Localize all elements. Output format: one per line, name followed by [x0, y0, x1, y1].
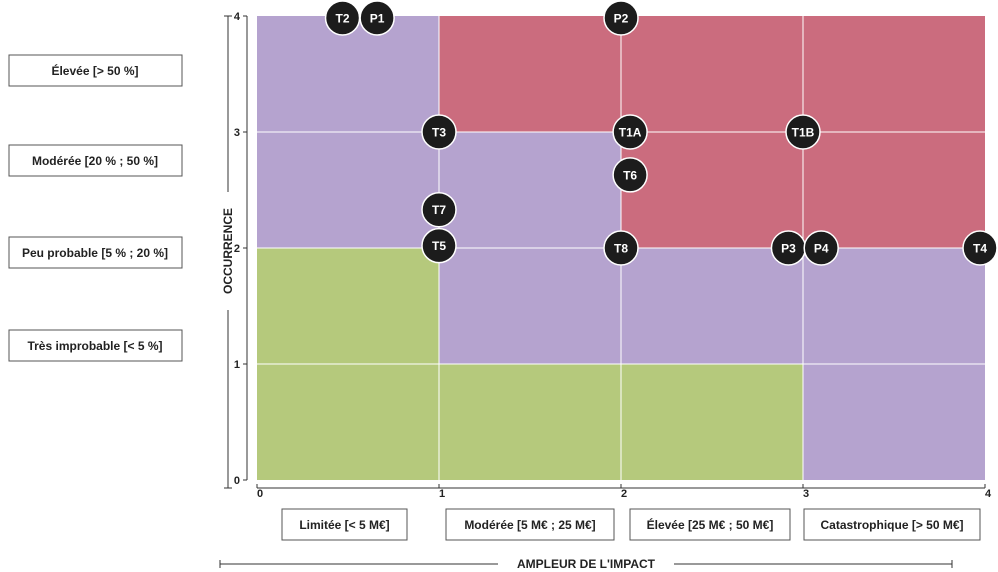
risk-point-t5: T5 — [422, 229, 456, 263]
risk-point-t8: T8 — [604, 231, 638, 265]
x-tick-label-3: 3 — [803, 488, 809, 500]
risk-point-t4: T4 — [963, 231, 997, 265]
risk-point-p3: P3 — [771, 231, 805, 265]
zone-red-1 — [439, 16, 985, 132]
y-axis-title: OCCURRENCE — [221, 208, 235, 294]
zone-green-4 — [257, 248, 439, 364]
risk-point-t1a: T1A — [613, 115, 647, 149]
risk-point-t3: T3 — [422, 115, 456, 149]
risk-point-t2: T2 — [326, 1, 360, 35]
risk-point-t7: T7 — [422, 193, 456, 227]
y-tick-label-1: 1 — [234, 359, 240, 371]
x-tick-labels: 0 1 2 3 4 — [257, 488, 992, 500]
x-category-label-3: Catastrophique [> 50 M€] — [820, 518, 963, 532]
x-tick-label-2: 2 — [621, 488, 627, 500]
risk-point-t1b: T1B — [786, 115, 820, 149]
risk-point-label-t2: T2 — [336, 12, 350, 26]
risk-point-p1: P1 — [360, 1, 394, 35]
y-tick-label-0: 0 — [234, 475, 240, 487]
zone-purple-7 — [803, 364, 985, 480]
y-category-label-1: Modérée [20 % ; 50 %] — [32, 154, 158, 168]
risk-point-label-t6: T6 — [623, 168, 637, 182]
risk-point-label-t7: T7 — [432, 203, 446, 217]
x-axis-title: AMPLEUR DE L'IMPACT — [517, 557, 656, 571]
x-tick-label-1: 1 — [439, 488, 445, 500]
y-tick-label-3: 3 — [234, 127, 240, 139]
y-category-label-3: Très improbable [< 5 %] — [27, 339, 162, 353]
risk-point-p2: P2 — [604, 1, 638, 35]
y-category-boxes: Élevée [> 50 %] Modérée [20 % ; 50 %] Peu … — [9, 55, 182, 361]
risk-point-label-t3: T3 — [432, 126, 446, 140]
y-tick-label-4: 4 — [234, 11, 241, 23]
zone-green-6 — [257, 364, 803, 480]
risk-point-label-t1b: T1B — [792, 126, 815, 140]
risk-point-label-t1a: T1A — [619, 126, 642, 140]
y-category-label-2: Peu probable [5 % ; 20 %] — [22, 246, 168, 260]
x-tick-label-4: 4 — [985, 488, 992, 500]
risk-point-p4: P4 — [804, 231, 838, 265]
risk-point-label-p4: P4 — [814, 242, 829, 256]
risk-point-label-t8: T8 — [614, 242, 628, 256]
risk-point-label-p1: P1 — [370, 12, 385, 26]
risk-point-label-p3: P3 — [781, 242, 796, 256]
x-category-label-0: Limitée [< 5 M€] — [299, 518, 389, 532]
x-category-label-1: Modérée [5 M€ ; 25 M€] — [464, 518, 595, 532]
risk-point-label-t4: T4 — [973, 242, 987, 256]
risk-point-label-t5: T5 — [432, 239, 446, 253]
x-category-label-2: Élevée [25 M€ ; 50 M€] — [647, 517, 774, 532]
x-category-boxes: Limitée [< 5 M€] Modérée [5 M€ ; 25 M€] Él… — [282, 509, 980, 540]
risk-point-label-p2: P2 — [614, 12, 629, 26]
risk-point-t6: T6 — [613, 158, 647, 192]
zone-purple-5 — [439, 248, 985, 364]
y-category-label-0: Élevée [> 50 %] — [51, 63, 138, 78]
x-tick-label-0: 0 — [257, 488, 263, 500]
